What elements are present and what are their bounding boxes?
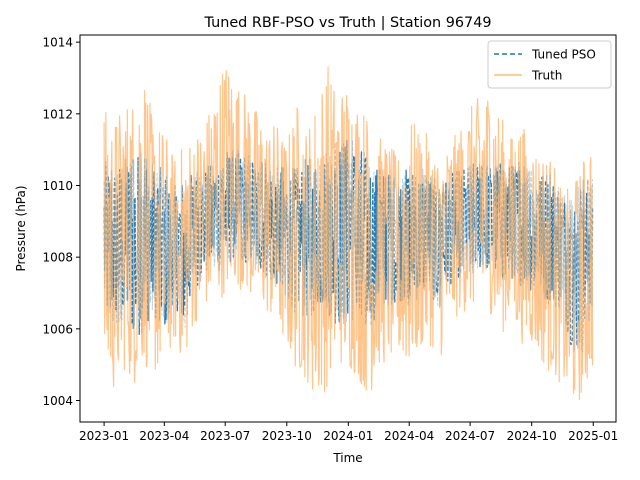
series-layer [103, 66, 594, 401]
y-axis-label: Pressure (hPa) [14, 185, 28, 271]
y-tick-label: 1006 [42, 322, 73, 336]
x-tick-label: 2023-10 [262, 429, 312, 443]
legend-label-truth: Truth [531, 69, 562, 83]
series-line-truth [103, 66, 594, 401]
x-tick-label: 2023-01 [79, 429, 129, 443]
x-axis: 2023-01 2023-04 2023-07 2023-10 2024-01 2024-… [79, 422, 618, 443]
x-axis-label: Time [332, 451, 362, 465]
x-tick-label: 2024-01 [323, 429, 373, 443]
y-tick-label: 1014 [42, 36, 73, 50]
x-tick-label: 2024-04 [384, 429, 434, 443]
y-tick-label: 1010 [42, 179, 73, 193]
x-tick-label: 2023-07 [200, 429, 250, 443]
x-tick-label: 2025-01 [568, 429, 618, 443]
x-tick-label: 2024-10 [507, 429, 557, 443]
y-tick-label: 1012 [42, 107, 73, 121]
y-tick-label: 1008 [42, 251, 73, 265]
chart-title: Tuned RBF-PSO vs Truth | Station 96749 [203, 15, 491, 31]
legend-label-tuned-pso: Tuned PSO [531, 48, 596, 62]
series-line-tuned-pso [103, 139, 594, 352]
x-tick-label: 2023-04 [139, 429, 189, 443]
x-tick-label: 2024-07 [445, 429, 495, 443]
legend: Tuned PSO Truth [487, 40, 612, 89]
y-axis: 1004 1006 1008 1010 1012 1014 [42, 36, 80, 408]
legend-box [487, 40, 612, 89]
y-tick-label: 1004 [42, 394, 73, 408]
